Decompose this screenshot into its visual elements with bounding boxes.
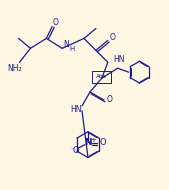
Text: O: O: [73, 146, 79, 155]
Text: O: O: [107, 95, 113, 104]
Text: N: N: [84, 138, 92, 147]
FancyBboxPatch shape: [92, 71, 111, 83]
Text: HN: HN: [113, 55, 124, 64]
Text: HN: HN: [70, 105, 82, 114]
Text: N: N: [63, 40, 69, 49]
Text: NH₂: NH₂: [7, 64, 22, 73]
Text: ⁻: ⁻: [70, 148, 74, 154]
Text: +: +: [90, 137, 96, 143]
Text: O: O: [52, 18, 58, 27]
Text: O: O: [100, 138, 106, 147]
Text: Abs: Abs: [96, 74, 107, 79]
Text: H: H: [69, 46, 75, 52]
Text: O: O: [110, 33, 116, 42]
